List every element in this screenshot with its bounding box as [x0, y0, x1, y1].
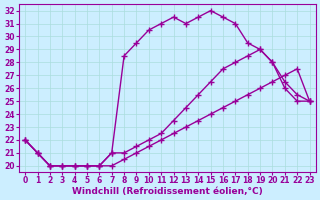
X-axis label: Windchill (Refroidissement éolien,°C): Windchill (Refroidissement éolien,°C) [72, 187, 263, 196]
